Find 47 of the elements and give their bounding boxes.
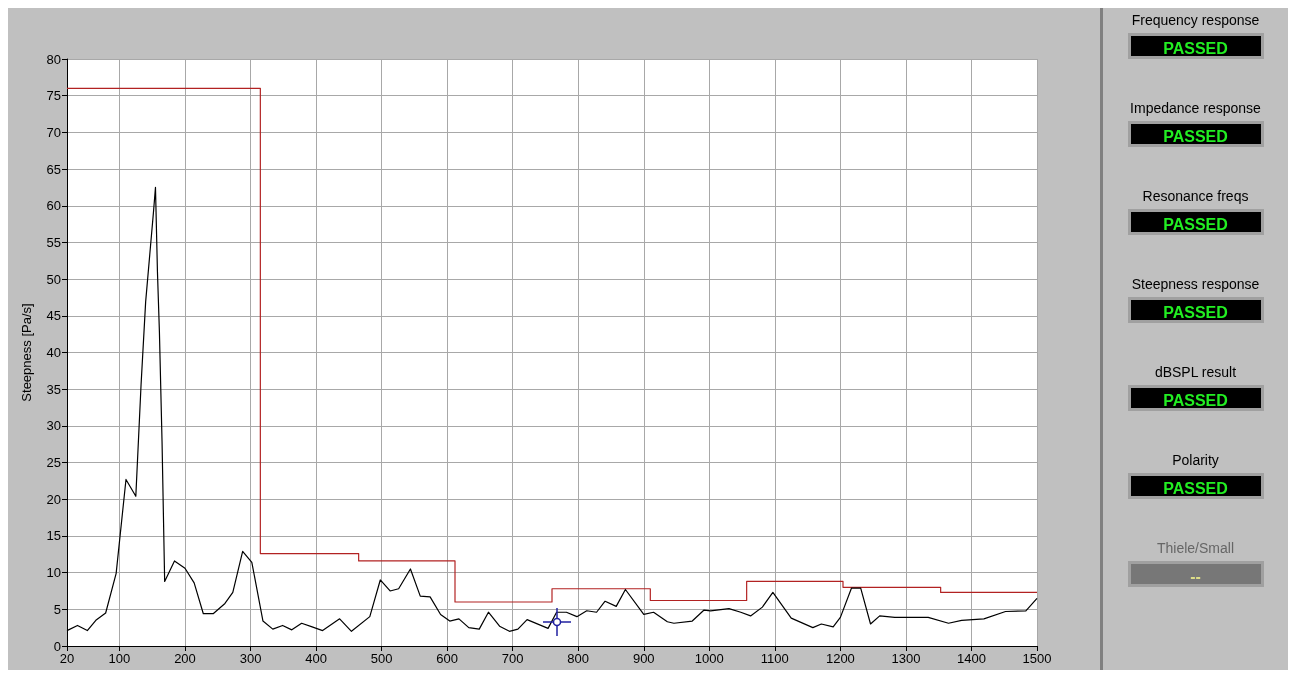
text: PASSED [1127,385,1264,411]
y-tick-label: 45 [46,308,61,324]
x-tick-label: 200 [174,651,196,666]
x-tick-label: 700 [501,651,524,666]
y-tick-label: 35 [46,381,61,397]
x-tick-label: 900 [632,651,655,666]
x-tick-label: 500 [370,651,393,666]
text: Resonance freqs [1141,188,1250,204]
y-axis-title: Steepness [Pa/s] [19,303,34,402]
text: PASSED [1127,121,1264,147]
x-tick-label: 1100 [760,651,789,666]
x-tick-label: 100 [108,651,131,666]
y-tick-label: 50 [46,271,61,287]
y-tick-label: 25 [46,455,61,471]
x-tick-label: 1400 [957,651,986,666]
y-tick-label: 80 [46,51,61,67]
y-tick-label: 70 [46,124,61,140]
y-tick-label: 10 [46,565,61,581]
text: Frequency response [1130,12,1261,28]
y-tick-label: 75 [46,88,61,104]
y-tick-label: 55 [46,234,61,250]
y-tick-label: 5 [53,601,61,617]
text: PASSED [1127,473,1264,499]
x-tick-label: 1000 [694,651,724,666]
text: PASSED [1127,209,1264,235]
text: Thiele/Small [1156,540,1235,556]
text: Impedance response [1129,100,1262,116]
x-tick-label: 1200 [825,651,855,666]
y-tick-label: 40 [46,345,61,360]
y-tick-label: 60 [46,198,61,214]
x-tick-label: 600 [436,651,458,666]
x-tick-label: 1300 [891,651,921,666]
text: PASSED [1127,297,1264,323]
x-tick-label: 300 [239,651,262,666]
y-tick-label: 30 [46,418,61,434]
x-tick-label: 800 [567,651,590,666]
x-tick-label: 400 [305,651,327,666]
y-tick-label: 20 [46,491,61,507]
text: -- [1127,561,1264,587]
y-tick-label: 0 [53,638,61,654]
text: PASSED [1127,33,1264,59]
text: Polarity [1171,452,1220,468]
text: dBSPL result [1153,364,1238,380]
y-tick-label: 65 [46,161,61,177]
text: Steepness response [1130,276,1261,292]
x-tick-label: 1500 [1022,651,1052,666]
y-tick-label: 15 [46,528,61,544]
